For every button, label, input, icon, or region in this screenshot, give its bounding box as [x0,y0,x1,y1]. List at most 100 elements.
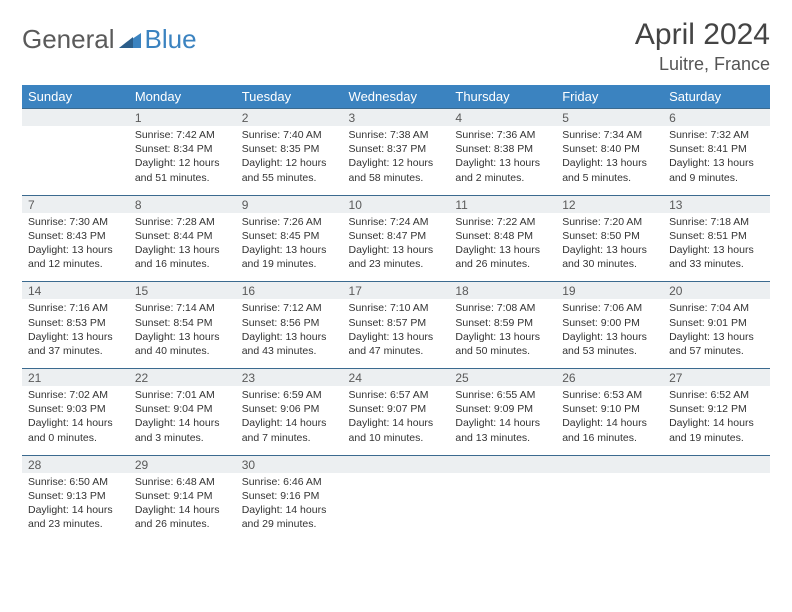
date-cell: 1 [129,109,236,127]
date-row: 123456 [22,109,770,127]
daylight-text: Daylight: 13 hours and 37 minutes. [28,330,123,358]
date-cell [556,455,663,473]
date-cell: 20 [663,282,770,300]
sunrise-text: Sunrise: 7:24 AM [349,215,444,229]
daylight-text: Daylight: 13 hours and 2 minutes. [455,156,550,184]
info-row: Sunrise: 7:42 AMSunset: 8:34 PMDaylight:… [22,126,770,195]
sunset-text: Sunset: 9:10 PM [562,402,657,416]
info-cell: Sunrise: 7:30 AMSunset: 8:43 PMDaylight:… [22,213,129,282]
info-cell: Sunrise: 7:12 AMSunset: 8:56 PMDaylight:… [236,299,343,368]
info-cell: Sunrise: 7:24 AMSunset: 8:47 PMDaylight:… [343,213,450,282]
info-cell: Sunrise: 7:22 AMSunset: 8:48 PMDaylight:… [449,213,556,282]
info-cell: Sunrise: 7:06 AMSunset: 9:00 PMDaylight:… [556,299,663,368]
sunset-text: Sunset: 9:16 PM [242,489,337,503]
sunset-text: Sunset: 8:41 PM [669,142,764,156]
daylight-text: Daylight: 13 hours and 40 minutes. [135,330,230,358]
sunrise-text: Sunrise: 6:52 AM [669,388,764,402]
date-cell: 8 [129,195,236,213]
info-cell: Sunrise: 7:42 AMSunset: 8:34 PMDaylight:… [129,126,236,195]
sunset-text: Sunset: 8:43 PM [28,229,123,243]
sunrise-text: Sunrise: 6:53 AM [562,388,657,402]
date-cell [663,455,770,473]
sunrise-text: Sunrise: 7:12 AM [242,301,337,315]
daylight-text: Daylight: 13 hours and 47 minutes. [349,330,444,358]
date-cell: 10 [343,195,450,213]
sunrise-text: Sunrise: 7:42 AM [135,128,230,142]
sunset-text: Sunset: 9:13 PM [28,489,123,503]
date-cell: 11 [449,195,556,213]
sunset-text: Sunset: 8:48 PM [455,229,550,243]
daylight-text: Daylight: 13 hours and 30 minutes. [562,243,657,271]
sunrise-text: Sunrise: 6:59 AM [242,388,337,402]
date-cell: 13 [663,195,770,213]
logo-text-blue: Blue [145,24,197,55]
sunrise-text: Sunrise: 6:55 AM [455,388,550,402]
sunrise-text: Sunrise: 7:28 AM [135,215,230,229]
info-cell: Sunrise: 6:57 AMSunset: 9:07 PMDaylight:… [343,386,450,455]
date-cell [449,455,556,473]
sunrise-text: Sunrise: 7:38 AM [349,128,444,142]
sunset-text: Sunset: 8:50 PM [562,229,657,243]
info-cell: Sunrise: 7:10 AMSunset: 8:57 PMDaylight:… [343,299,450,368]
page-subtitle: Luitre, France [635,54,770,75]
calendar-body: 123456Sunrise: 7:42 AMSunset: 8:34 PMDay… [22,109,770,542]
sunrise-text: Sunrise: 7:06 AM [562,301,657,315]
daylight-text: Daylight: 13 hours and 9 minutes. [669,156,764,184]
daylight-text: Daylight: 14 hours and 3 minutes. [135,416,230,444]
sunrise-text: Sunrise: 7:30 AM [28,215,123,229]
info-cell [22,126,129,195]
daylight-text: Daylight: 14 hours and 26 minutes. [135,503,230,531]
sunset-text: Sunset: 8:38 PM [455,142,550,156]
sunset-text: Sunset: 9:01 PM [669,316,764,330]
info-cell: Sunrise: 7:02 AMSunset: 9:03 PMDaylight:… [22,386,129,455]
date-cell: 24 [343,369,450,387]
date-cell: 9 [236,195,343,213]
sunset-text: Sunset: 8:47 PM [349,229,444,243]
info-cell: Sunrise: 7:08 AMSunset: 8:59 PMDaylight:… [449,299,556,368]
date-cell: 5 [556,109,663,127]
date-cell: 22 [129,369,236,387]
sunrise-text: Sunrise: 7:26 AM [242,215,337,229]
date-cell: 3 [343,109,450,127]
sunset-text: Sunset: 8:44 PM [135,229,230,243]
sunrise-text: Sunrise: 6:48 AM [135,475,230,489]
info-cell: Sunrise: 6:46 AMSunset: 9:16 PMDaylight:… [236,473,343,542]
daylight-text: Daylight: 13 hours and 16 minutes. [135,243,230,271]
date-cell: 21 [22,369,129,387]
date-cell: 16 [236,282,343,300]
sunset-text: Sunset: 9:09 PM [455,402,550,416]
info-row: Sunrise: 7:30 AMSunset: 8:43 PMDaylight:… [22,213,770,282]
sunset-text: Sunset: 9:03 PM [28,402,123,416]
date-row: 282930 [22,455,770,473]
info-cell [556,473,663,542]
sunrise-text: Sunrise: 6:57 AM [349,388,444,402]
sunrise-text: Sunrise: 7:40 AM [242,128,337,142]
info-row: Sunrise: 6:50 AMSunset: 9:13 PMDaylight:… [22,473,770,542]
info-cell: Sunrise: 6:59 AMSunset: 9:06 PMDaylight:… [236,386,343,455]
sunrise-text: Sunrise: 7:18 AM [669,215,764,229]
daylight-text: Daylight: 13 hours and 12 minutes. [28,243,123,271]
sunset-text: Sunset: 8:59 PM [455,316,550,330]
info-cell: Sunrise: 6:55 AMSunset: 9:09 PMDaylight:… [449,386,556,455]
sunrise-text: Sunrise: 7:04 AM [669,301,764,315]
info-cell [343,473,450,542]
info-cell: Sunrise: 6:52 AMSunset: 9:12 PMDaylight:… [663,386,770,455]
title-block: April 2024 Luitre, France [635,18,770,75]
weekday-header: Tuesday [236,85,343,109]
info-cell: Sunrise: 7:36 AMSunset: 8:38 PMDaylight:… [449,126,556,195]
logo-triangle-icon [119,24,141,55]
sunrise-text: Sunrise: 7:08 AM [455,301,550,315]
sunset-text: Sunset: 8:40 PM [562,142,657,156]
sunrise-text: Sunrise: 7:34 AM [562,128,657,142]
date-cell: 12 [556,195,663,213]
sunrise-text: Sunrise: 7:36 AM [455,128,550,142]
date-cell: 19 [556,282,663,300]
sunrise-text: Sunrise: 7:32 AM [669,128,764,142]
date-row: 78910111213 [22,195,770,213]
sunset-text: Sunset: 8:54 PM [135,316,230,330]
daylight-text: Daylight: 13 hours and 33 minutes. [669,243,764,271]
info-cell: Sunrise: 7:18 AMSunset: 8:51 PMDaylight:… [663,213,770,282]
page-title: April 2024 [635,18,770,52]
info-cell: Sunrise: 7:16 AMSunset: 8:53 PMDaylight:… [22,299,129,368]
logo-text-general: General [22,24,115,55]
